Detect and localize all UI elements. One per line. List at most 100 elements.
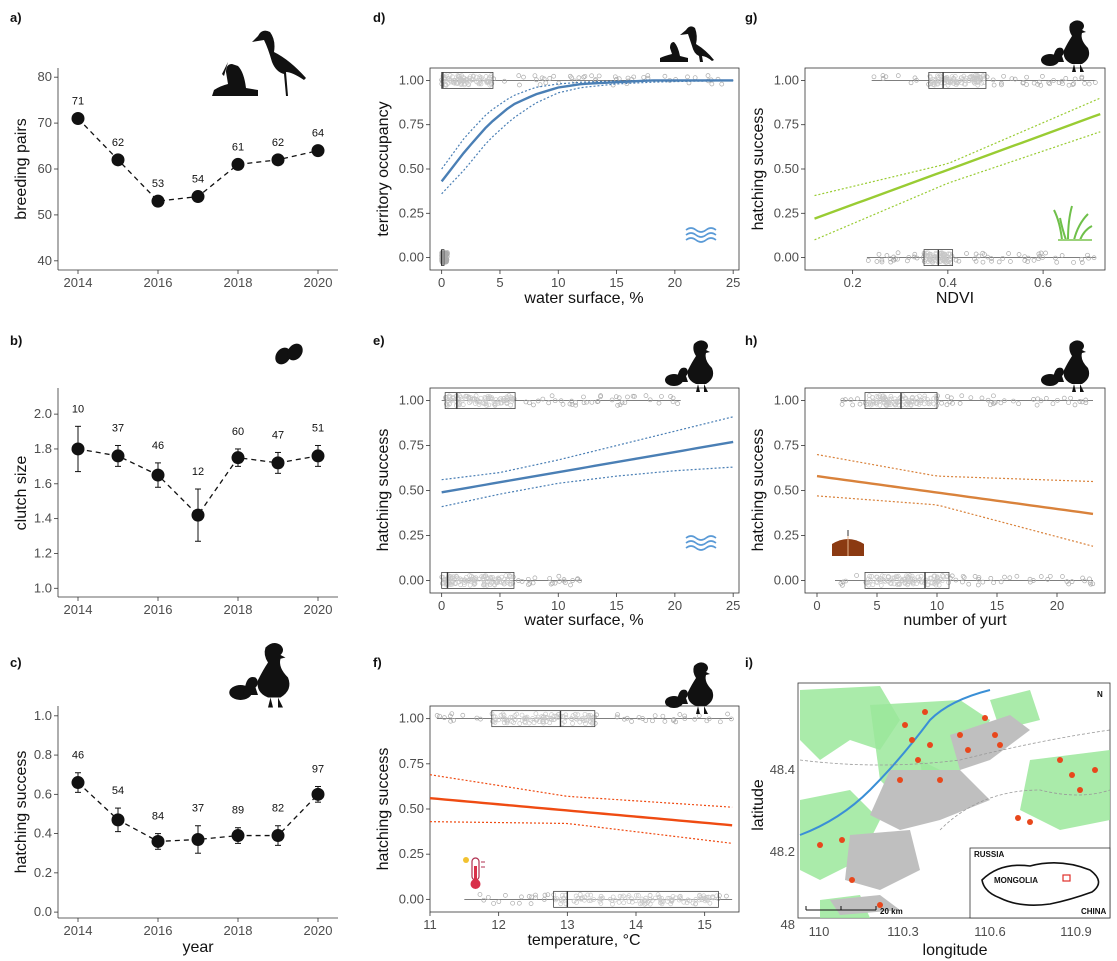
jitter-point [710, 894, 715, 900]
jitter-point [947, 257, 952, 263]
jitter-point [934, 396, 939, 402]
jitter-point [1040, 73, 1045, 79]
jitter-point [560, 402, 566, 407]
x-tick-label: 110.3 [887, 924, 919, 939]
jitter-point [884, 403, 890, 408]
nest-site-point [817, 842, 823, 848]
jitter-point [944, 254, 950, 259]
ci-lower-line [441, 80, 734, 195]
jitter-point [547, 576, 553, 581]
jitter-point [625, 394, 630, 400]
jitter-point [1043, 396, 1049, 401]
jitter-point [464, 77, 470, 83]
jitter-point [865, 258, 871, 263]
chart-f-hatching-temperature: 11 12 13 14 15 0.00 0.25 0.50 0.75 1.00 temperatur… [375, 705, 740, 949]
wave-line [685, 535, 717, 541]
jitter-point [556, 80, 562, 86]
jitter-point [885, 400, 891, 406]
sample-size-label: 89 [232, 805, 244, 817]
jitter-point [545, 892, 551, 898]
jitter-point [919, 398, 925, 403]
jitter-point [508, 402, 513, 408]
jitter-point [717, 719, 723, 725]
ci-upper-line [429, 774, 733, 808]
jitter-point [896, 581, 902, 587]
jitter-point [572, 78, 578, 84]
jitter-point [1069, 579, 1075, 585]
jitter-point [469, 573, 474, 579]
jitter-point [469, 396, 475, 402]
jitter-point [449, 711, 455, 717]
x-tick-label: 25 [726, 275, 740, 290]
x-tick-label: 2018 [224, 923, 253, 938]
jitter-point [575, 712, 581, 718]
jitter-point [537, 82, 543, 88]
hen-body [687, 340, 714, 384]
jitter-point [662, 718, 668, 724]
x-tick-label: 20 [668, 275, 682, 290]
jitter-point [894, 574, 900, 580]
hen-chick-eggs-icon [1041, 20, 1090, 72]
jitter-point [647, 897, 653, 902]
sample-size-label: 37 [112, 422, 124, 434]
jitter-point [567, 73, 573, 79]
jitter-point [719, 81, 725, 87]
jitter-point [1009, 76, 1015, 82]
jitter-point [988, 575, 994, 581]
x-axis-label: temperature, °C [527, 932, 640, 949]
jitter-point [999, 80, 1004, 86]
jitter-point [559, 898, 565, 904]
jitter-point [930, 82, 936, 87]
jitter-point [598, 394, 603, 400]
y-tick-label: 1.8 [34, 441, 52, 456]
jitter-point [508, 581, 514, 587]
jitter-point [904, 573, 909, 579]
jitter-point [452, 80, 457, 86]
jitter-point [549, 712, 554, 717]
y-tick-label: 2.0 [34, 406, 52, 421]
jitter-point [958, 75, 964, 81]
jitter-point [617, 402, 623, 408]
jitter-point [706, 716, 712, 722]
jitter-point [519, 894, 524, 900]
jitter-point [506, 573, 512, 578]
sample-size-label: 54 [112, 785, 124, 797]
jitter-point [944, 402, 950, 408]
jitter-point [912, 251, 918, 257]
jitter-point [924, 250, 929, 256]
jitter-point [933, 393, 939, 399]
jitter-point [609, 397, 615, 403]
y-tick-label: 0.50 [774, 161, 799, 176]
wave-line [685, 232, 717, 238]
jitter-point [922, 393, 928, 399]
x-tick-label: 2018 [224, 602, 253, 617]
hen-chick-eggs-icon-group [229, 20, 1090, 714]
box [441, 72, 494, 89]
jitter-point [1072, 76, 1078, 82]
jitter-point [532, 73, 538, 79]
hen-body [687, 662, 714, 706]
nest-site-point [1027, 819, 1033, 825]
jitter-point [912, 75, 918, 81]
data-point [151, 194, 165, 208]
jitter-point [483, 401, 489, 407]
jitter-point [491, 401, 497, 407]
jitter-point [479, 574, 485, 579]
jitter-point [500, 580, 506, 585]
jitter-point [549, 717, 554, 722]
chart-e-hatching-water: 0 5 10 15 20 25 0.00 0.25 0.50 0.75 1.00 water surf… [375, 387, 740, 629]
jitter-point [503, 573, 509, 579]
x-tick-label: 2014 [64, 923, 93, 938]
y-axis-label: latitude [750, 779, 767, 831]
y-tick-label: 48.2 [770, 844, 795, 859]
jitter-point [874, 259, 880, 264]
jitter-point [452, 78, 458, 83]
jitter-point [629, 896, 635, 902]
jitter-point [569, 75, 574, 81]
jitter-point [478, 395, 484, 401]
jitter-point [692, 75, 698, 81]
jitter-point [551, 717, 556, 723]
jitter-point [581, 394, 586, 400]
y-axis-label: breeding pairs [13, 118, 30, 219]
jitter-point [625, 75, 631, 81]
